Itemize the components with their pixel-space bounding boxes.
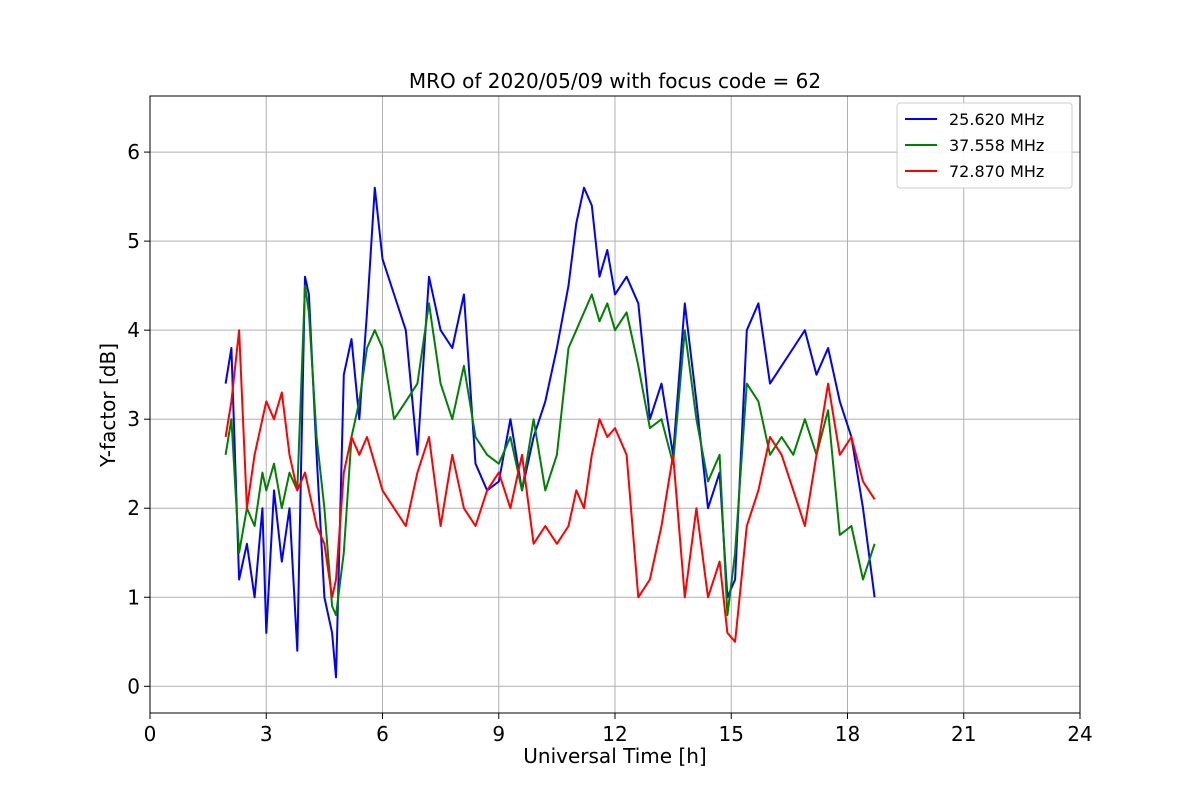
- y-tick-label: 6: [127, 140, 140, 164]
- x-tick-label: 21: [951, 722, 976, 746]
- x-tick-label: 3: [260, 722, 273, 746]
- x-tick-label: 18: [835, 722, 860, 746]
- y-tick-label: 5: [127, 229, 140, 253]
- y-axis-label: Y-factor [dB]: [96, 343, 120, 468]
- data-series: [224, 186, 876, 679]
- x-tick-label: 6: [376, 722, 389, 746]
- legend-label-2: 37.558 MHz: [949, 136, 1044, 155]
- x-tick-label: 9: [492, 722, 505, 746]
- legend-label-1: 25.620 MHz: [949, 110, 1044, 129]
- y-tick-label: 0: [127, 674, 140, 698]
- x-tick-label: 15: [719, 722, 744, 746]
- series-line-3: [224, 329, 876, 643]
- chart-title: MRO of 2020/05/09 with focus code = 62: [409, 69, 821, 93]
- y-tick-label: 1: [127, 585, 140, 609]
- x-tick-label: 12: [602, 722, 627, 746]
- y-tick-label: 3: [127, 407, 140, 431]
- legend-box: [896, 102, 1073, 189]
- x-axis-label: Universal Time [h]: [523, 744, 706, 768]
- series-line-1: [224, 186, 876, 679]
- y-tick-label: 2: [127, 496, 140, 520]
- legend: 25.620 MHz 37.558 MHz 72.870 MHz: [896, 102, 1073, 189]
- x-tick-label: 24: [1067, 722, 1092, 746]
- legend-label-3: 72.870 MHz: [949, 162, 1044, 181]
- y-tick-label: 4: [127, 318, 140, 342]
- series-line-2: [224, 284, 876, 617]
- x-tick-label: 0: [144, 722, 157, 746]
